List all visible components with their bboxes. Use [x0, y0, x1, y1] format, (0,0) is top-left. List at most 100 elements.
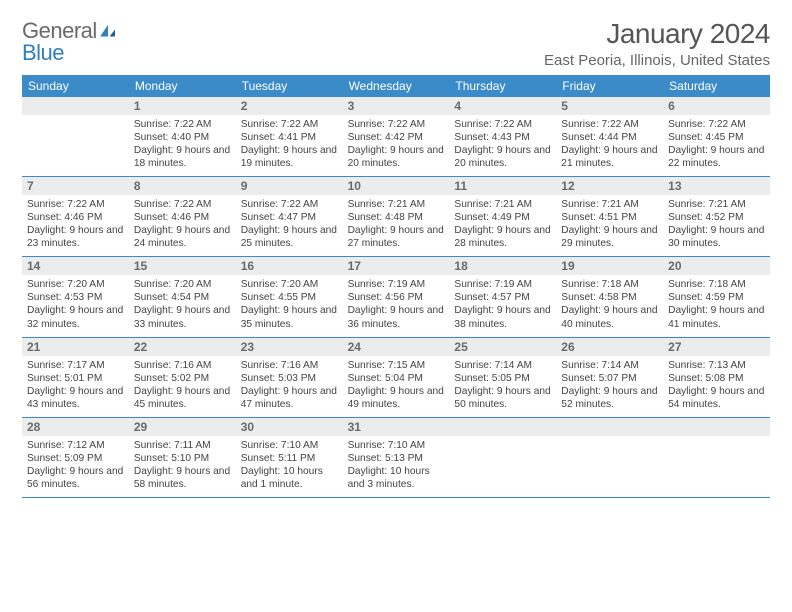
- daylight-text: Daylight: 9 hours and 21 minutes.: [561, 144, 658, 170]
- day-number: 23: [236, 338, 343, 356]
- day-number: 17: [343, 257, 450, 275]
- cell-details: Sunrise: 7:22 AMSunset: 4:46 PMDaylight:…: [134, 198, 231, 250]
- cell-details: Sunrise: 7:20 AMSunset: 4:53 PMDaylight:…: [27, 278, 124, 330]
- day-number: 28: [22, 418, 129, 436]
- calendar-cell: 9Sunrise: 7:22 AMSunset: 4:47 PMDaylight…: [236, 177, 343, 256]
- cell-details: Sunrise: 7:22 AMSunset: 4:46 PMDaylight:…: [27, 198, 124, 250]
- daylight-text: Daylight: 9 hours and 18 minutes.: [134, 144, 231, 170]
- calendar-cell: 25Sunrise: 7:14 AMSunset: 5:05 PMDayligh…: [449, 338, 556, 417]
- daylight-text: Daylight: 9 hours and 58 minutes.: [134, 465, 231, 491]
- sunrise-text: Sunrise: 7:16 AM: [241, 359, 338, 372]
- day-header: Thursday: [449, 75, 556, 97]
- sunset-text: Sunset: 4:47 PM: [241, 211, 338, 224]
- sunset-text: Sunset: 4:57 PM: [454, 291, 551, 304]
- sunset-text: Sunset: 4:42 PM: [348, 131, 445, 144]
- daylight-text: Daylight: 9 hours and 22 minutes.: [668, 144, 765, 170]
- calendar-cell: .: [556, 418, 663, 497]
- daylight-text: Daylight: 9 hours and 40 minutes.: [561, 304, 658, 330]
- day-number: .: [449, 418, 556, 436]
- sunrise-text: Sunrise: 7:20 AM: [241, 278, 338, 291]
- sunset-text: Sunset: 5:13 PM: [348, 452, 445, 465]
- sunset-text: Sunset: 4:41 PM: [241, 131, 338, 144]
- cell-details: Sunrise: 7:19 AMSunset: 4:57 PMDaylight:…: [454, 278, 551, 330]
- calendar-cell: .: [663, 418, 770, 497]
- month-title: January 2024: [544, 18, 770, 50]
- sunrise-text: Sunrise: 7:22 AM: [348, 118, 445, 131]
- cell-details: Sunrise: 7:14 AMSunset: 5:07 PMDaylight:…: [561, 359, 658, 411]
- day-number: 8: [129, 177, 236, 195]
- day-number: 31: [343, 418, 450, 436]
- sunrise-text: Sunrise: 7:14 AM: [561, 359, 658, 372]
- daylight-text: Daylight: 9 hours and 24 minutes.: [134, 224, 231, 250]
- day-number: 21: [22, 338, 129, 356]
- daylight-text: Daylight: 9 hours and 29 minutes.: [561, 224, 658, 250]
- sunrise-text: Sunrise: 7:22 AM: [668, 118, 765, 131]
- sunset-text: Sunset: 5:10 PM: [134, 452, 231, 465]
- cell-details: Sunrise: 7:11 AMSunset: 5:10 PMDaylight:…: [134, 439, 231, 491]
- sunrise-text: Sunrise: 7:10 AM: [241, 439, 338, 452]
- calendar-cell: 26Sunrise: 7:14 AMSunset: 5:07 PMDayligh…: [556, 338, 663, 417]
- daylight-text: Daylight: 9 hours and 56 minutes.: [27, 465, 124, 491]
- calendar-cell: 28 Sunrise: 7:12 AMSunset: 5:09 PMDayligh…: [22, 418, 129, 497]
- calendar-week: 28Sunrise: 7:12 AMSunset: 5:09 PMDayligh…: [22, 418, 770, 497]
- sunset-text: Sunset: 4:40 PM: [134, 131, 231, 144]
- cell-details: Sunrise: 7:22 AMSunset: 4:44 PMDaylight:…: [561, 118, 658, 170]
- sunset-text: Sunset: 4:58 PM: [561, 291, 658, 304]
- calendar-cell: 29 Sunrise: 7:11 AMSunset: 5:10 PMDayligh…: [129, 418, 236, 497]
- sunrise-text: Sunrise: 7:21 AM: [454, 198, 551, 211]
- sunset-text: Sunset: 4:56 PM: [348, 291, 445, 304]
- calendar-header-row: SundayMondayTuesdayWednesdayThursdayFrid…: [22, 75, 770, 97]
- day-header: Friday: [556, 75, 663, 97]
- calendar-cell: 1Sunrise: 7:22 AMSunset: 4:40 PMDaylight…: [129, 97, 236, 176]
- sunrise-text: Sunrise: 7:20 AM: [134, 278, 231, 291]
- calendar-cell: 8 Sunrise: 7:22 AMSunset: 4:46 PMDaylight…: [129, 177, 236, 256]
- sunrise-text: Sunrise: 7:22 AM: [27, 198, 124, 211]
- calendar-cell: 14Sunrise: 7:20 AMSunset: 4:53 PMDayligh…: [22, 257, 129, 336]
- sunrise-text: Sunrise: 7:18 AM: [561, 278, 658, 291]
- daylight-text: Daylight: 9 hours and 50 minutes.: [454, 385, 551, 411]
- day-number: 25: [449, 338, 556, 356]
- day-header: Wednesday: [343, 75, 450, 97]
- cell-details: Sunrise: 7:10 AMSunset: 5:13 PMDaylight:…: [348, 439, 445, 491]
- day-number: 30: [236, 418, 343, 436]
- cell-details: Sunrise: 7:18 AMSunset: 4:58 PMDaylight:…: [561, 278, 658, 330]
- calendar-cell: 7 Sunrise: 7:22 AMSunset: 4:46 PMDaylight…: [22, 177, 129, 256]
- sunrise-text: Sunrise: 7:11 AM: [134, 439, 231, 452]
- day-number: .: [663, 418, 770, 436]
- daylight-text: Daylight: 9 hours and 45 minutes.: [134, 385, 231, 411]
- sunset-text: Sunset: 5:03 PM: [241, 372, 338, 385]
- sunrise-text: Sunrise: 7:19 AM: [348, 278, 445, 291]
- day-number: 7: [22, 177, 129, 195]
- day-header: Sunday: [22, 75, 129, 97]
- daylight-text: Daylight: 9 hours and 28 minutes.: [454, 224, 551, 250]
- cell-details: Sunrise: 7:13 AMSunset: 5:08 PMDaylight:…: [668, 359, 765, 411]
- calendar-cell: 6Sunrise: 7:22 AMSunset: 4:45 PMDaylight…: [663, 97, 770, 176]
- day-number: 29: [129, 418, 236, 436]
- day-number: 5: [556, 97, 663, 115]
- cell-details: Sunrise: 7:21 AMSunset: 4:49 PMDaylight:…: [454, 198, 551, 250]
- location-text: East Peoria, Illinois, United States: [544, 52, 770, 69]
- sunrise-text: Sunrise: 7:15 AM: [348, 359, 445, 372]
- daylight-text: Daylight: 9 hours and 54 minutes.: [668, 385, 765, 411]
- daylight-text: Daylight: 9 hours and 38 minutes.: [454, 304, 551, 330]
- day-number: 12: [556, 177, 663, 195]
- calendar-page: GeneralBlue January 2024 East Peoria, Il…: [0, 0, 792, 508]
- sunset-text: Sunset: 5:09 PM: [27, 452, 124, 465]
- brand-part2: Blue: [22, 40, 118, 66]
- sunrise-text: Sunrise: 7:22 AM: [241, 198, 338, 211]
- cell-details: Sunrise: 7:20 AMSunset: 4:55 PMDaylight:…: [241, 278, 338, 330]
- cell-details: Sunrise: 7:16 AMSunset: 5:03 PMDaylight:…: [241, 359, 338, 411]
- daylight-text: Daylight: 9 hours and 25 minutes.: [241, 224, 338, 250]
- sunrise-text: Sunrise: 7:18 AM: [668, 278, 765, 291]
- daylight-text: Daylight: 9 hours and 41 minutes.: [668, 304, 765, 330]
- day-number: 4: [449, 97, 556, 115]
- sunset-text: Sunset: 5:08 PM: [668, 372, 765, 385]
- calendar-week: 14Sunrise: 7:20 AMSunset: 4:53 PMDayligh…: [22, 257, 770, 337]
- calendar-cell: 16Sunrise: 7:20 AMSunset: 4:55 PMDayligh…: [236, 257, 343, 336]
- cell-details: Sunrise: 7:19 AMSunset: 4:56 PMDaylight:…: [348, 278, 445, 330]
- sunrise-text: Sunrise: 7:22 AM: [454, 118, 551, 131]
- sunset-text: Sunset: 4:52 PM: [668, 211, 765, 224]
- cell-details: Sunrise: 7:21 AMSunset: 4:52 PMDaylight:…: [668, 198, 765, 250]
- sunrise-text: Sunrise: 7:12 AM: [27, 439, 124, 452]
- daylight-text: Daylight: 9 hours and 52 minutes.: [561, 385, 658, 411]
